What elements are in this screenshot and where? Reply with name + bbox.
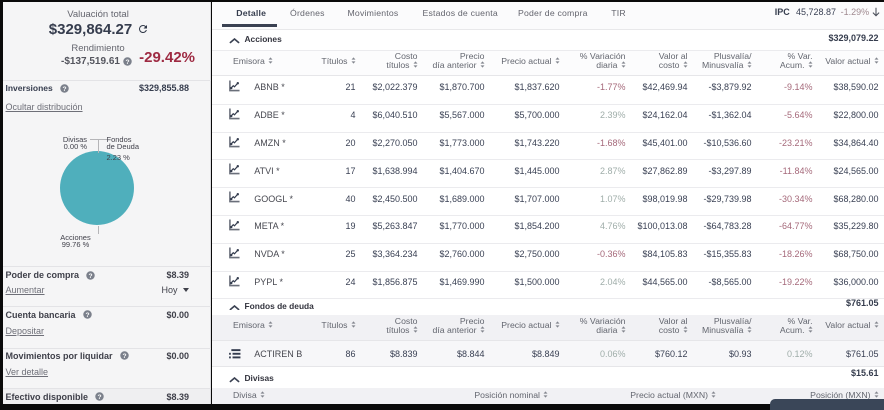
svg-text:?: ?	[122, 353, 126, 360]
svg-text:?: ?	[97, 394, 101, 401]
svg-text:?: ?	[88, 272, 92, 279]
svg-text:?: ?	[62, 85, 66, 92]
svg-text:?: ?	[125, 59, 129, 66]
svg-text:?: ?	[85, 312, 89, 319]
